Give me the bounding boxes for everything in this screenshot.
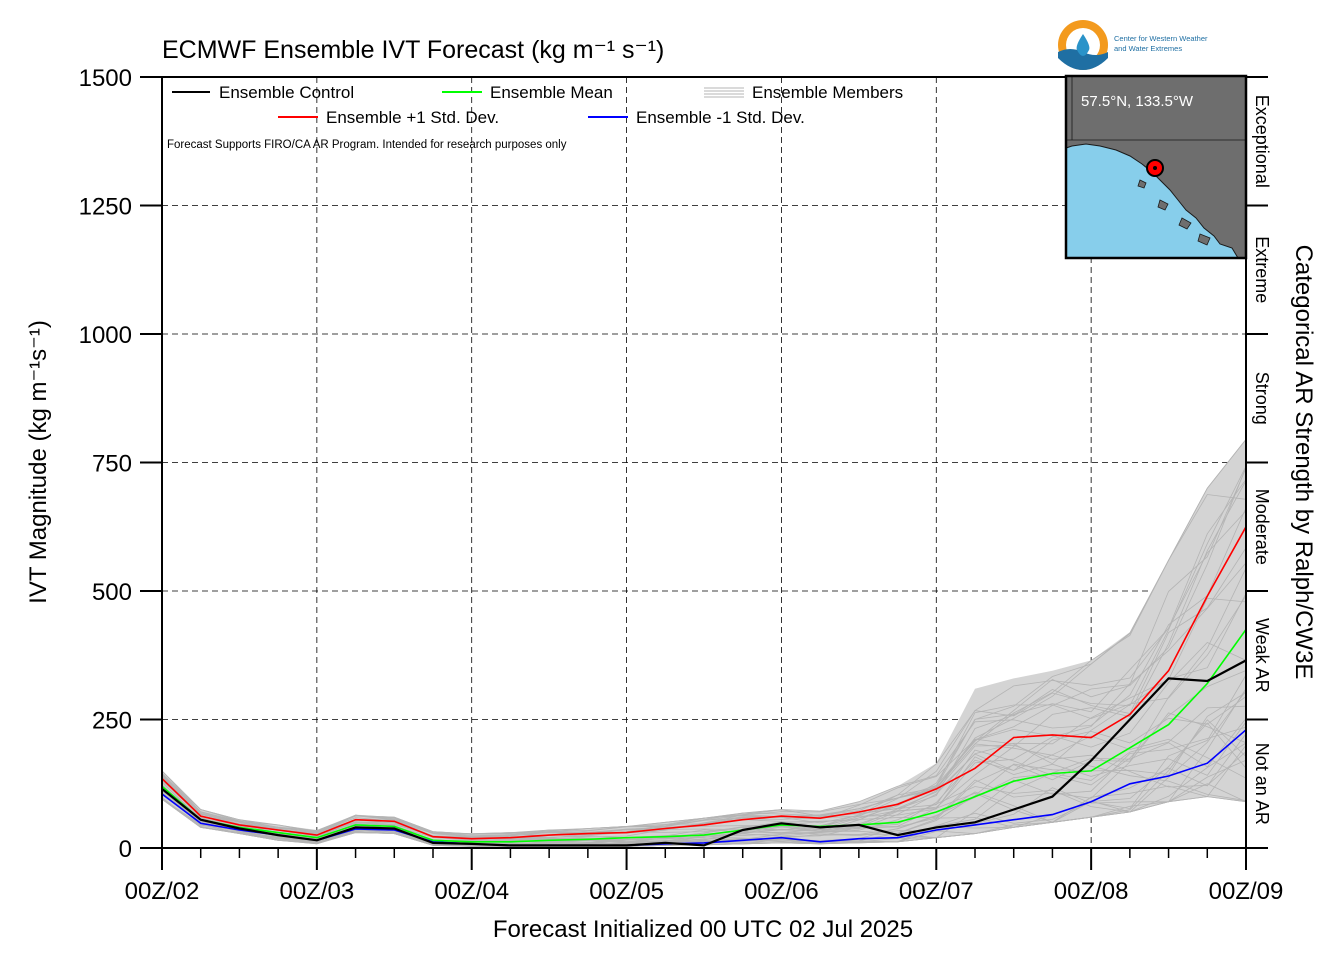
logo-drop [1076,34,1090,56]
legend-label-control: Ensemble Control [219,83,354,102]
y-tick-label: 0 [119,836,132,863]
inset-location-label: 57.5°N, 133.5°W [1081,93,1194,110]
location-marker-dot [1153,166,1157,170]
cw3e-logo: Center for Western Weather and Water Ext… [1058,20,1208,70]
category-label: Not an AR [1252,743,1272,825]
disclaimer-note: Forecast Supports FIRO/CA AR Program. In… [167,139,567,151]
y-tick-label: 1250 [79,194,132,221]
ensemble-members [161,439,1247,848]
x-tick-label: 00Z/08 [1054,878,1129,905]
y-tick-label: 1500 [79,65,132,92]
right-axis-label: Categorical AR Strength by Ralph/CW3E [1290,245,1317,680]
member-line [161,785,1247,847]
x-tick-label: 00Z/03 [279,878,354,905]
legend-swatch-members [704,87,744,98]
x-tick-label: 00Z/06 [744,878,819,905]
x-tick-label: 00Z/02 [125,878,200,905]
legend-label-plus-std: Ensemble +1 Std. Dev. [326,108,499,127]
member-line [161,562,1247,847]
member-line [161,439,1247,838]
series-group [161,526,1247,847]
category-label: Moderate [1252,489,1272,565]
category-label: Weak AR [1252,618,1272,693]
y-tick-label: 500 [92,579,132,606]
plus-std-line [161,526,1247,840]
category-label: Extreme [1252,236,1272,303]
inset-islands [1137,179,1211,246]
inset-map: 57.5°N, 133.5°W [1064,74,1248,260]
x-tick-label: 00Z/05 [589,878,664,905]
legend: Ensemble Control Ensemble Mean Ensemble … [172,83,903,127]
members-spread-band [162,439,1246,847]
legend-label-members: Ensemble Members [752,83,903,102]
tick-labels: 0 250 500 750 1000 1250 1500 00Z/02 00Z/03 00Z/04… [79,65,1284,905]
y-axis-label: IVT Magnitude (kg m⁻¹s⁻¹) [25,320,52,604]
y-tick-label: 1000 [79,322,132,349]
legend-label-minus-std: Ensemble -1 Std. Dev. [636,108,805,127]
member-line [161,510,1247,841]
ar-category-labels: Not an AR Weak AR Moderate Strong Extreme Exc… [1252,95,1272,825]
logo-text-line2: and Water Extremes [1114,44,1182,53]
y-tick-label: 250 [92,708,132,735]
x-axis-label: Forecast Initialized 00 UTC 02 Jul 2025 [493,916,913,943]
x-tick-label: 00Z/04 [434,878,509,905]
member-line [161,721,1247,837]
inset-frame [1064,74,1248,260]
chart-title: ECMWF Ensemble IVT Forecast (kg m⁻¹ s⁻¹) [162,36,664,64]
logo-text-line1: Center for Western Weather [1114,34,1208,43]
y-tick-label: 750 [92,451,132,478]
control-line [161,659,1247,847]
mean-line [161,629,1247,843]
logo-wave [1058,49,1108,70]
x-tick-label: 00Z/07 [899,878,974,905]
x-tick-label: 00Z/09 [1209,878,1284,905]
category-label: Strong [1252,372,1272,425]
category-label: Exceptional [1252,95,1272,188]
legend-label-mean: Ensemble Mean [490,83,613,102]
